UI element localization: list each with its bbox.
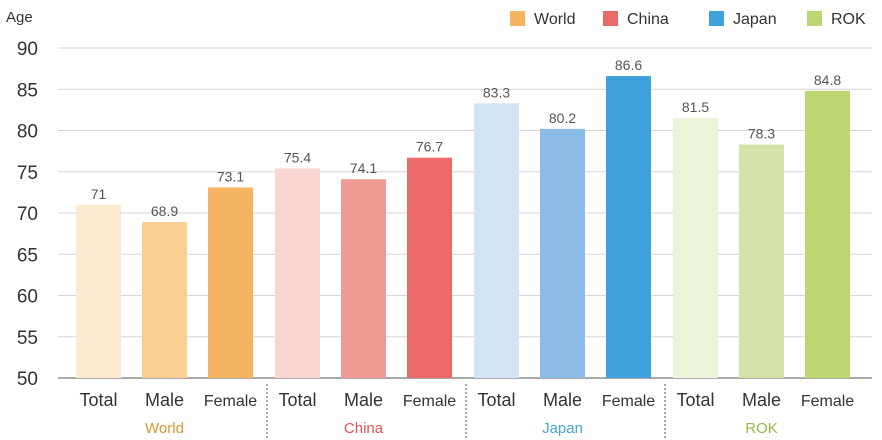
legend-label-rok: ROK — [831, 11, 866, 28]
bar-world-male — [142, 222, 187, 378]
x-category-label: Total — [79, 390, 117, 410]
x-category-label: Male — [543, 390, 582, 410]
legend-swatch-china — [603, 11, 618, 26]
data-label: 75.4 — [284, 149, 311, 165]
y-tick-label: 60 — [17, 287, 38, 308]
bar-japan-total — [474, 103, 519, 379]
data-label: 83.3 — [483, 84, 510, 100]
x-category-label: Male — [344, 390, 383, 410]
y-tick-labels: 50 55 60 65 70 75 80 85 90 — [17, 39, 38, 390]
bar-japan-male — [540, 128, 585, 378]
x-category-label: Female — [602, 393, 655, 410]
legend-swatch-world — [510, 11, 525, 26]
bar-world-female — [208, 187, 253, 378]
group-label-world: World — [145, 420, 184, 437]
bar-china-total — [275, 168, 320, 378]
data-label: 86.6 — [615, 57, 642, 73]
y-tick-label: 55 — [17, 328, 38, 349]
data-label: 76.7 — [416, 139, 443, 155]
bar-rok-male — [739, 144, 784, 378]
data-label: 73.1 — [217, 168, 244, 184]
legend-label-world: World — [534, 11, 576, 28]
x-category-label: Female — [403, 393, 456, 410]
group-label-china: China — [344, 420, 384, 437]
group-separators — [266, 384, 666, 440]
y-tick-label: 75 — [17, 163, 38, 184]
group-labels: World China Japan ROK — [145, 420, 778, 437]
y-tick-label: 85 — [17, 80, 38, 101]
x-category-label: Male — [742, 390, 781, 410]
bar-world-total — [76, 204, 121, 378]
x-category-labels: Total Male Female Total Male Female Total Male F… — [79, 390, 854, 410]
data-label: 74.1 — [350, 160, 377, 176]
y-tick-label: 65 — [17, 245, 38, 266]
legend: World China Japan ROK — [510, 11, 866, 28]
bar-rok-female — [805, 90, 850, 379]
x-category-label: Total — [278, 390, 316, 410]
data-label: 81.5 — [682, 99, 709, 115]
group-label-japan: Japan — [542, 420, 583, 437]
gridlines — [58, 47, 872, 379]
data-label: 80.2 — [549, 110, 576, 126]
x-category-label: Male — [145, 390, 184, 410]
bar-china-male — [341, 179, 386, 378]
legend-swatch-japan — [709, 11, 724, 26]
y-axis-label: Age — [6, 9, 33, 26]
data-label: 68.9 — [151, 203, 178, 219]
data-labels: 71 68.9 73.1 75.4 74.1 76.7 83.3 80.2 86.6 81.5 78… — [91, 57, 842, 219]
legend-swatch-rok — [807, 11, 822, 26]
y-tick-label: 90 — [17, 39, 38, 60]
bar-china-female — [407, 157, 452, 378]
x-category-label: Female — [801, 393, 854, 410]
data-label: 78.3 — [748, 126, 775, 142]
legend-label-japan: Japan — [733, 11, 777, 28]
y-tick-label: 80 — [17, 122, 38, 143]
group-label-rok: ROK — [745, 420, 778, 437]
bar-japan-female — [606, 76, 651, 379]
data-label: 84.8 — [814, 72, 841, 88]
x-category-label: Female — [204, 393, 257, 410]
y-tick-label: 50 — [17, 369, 38, 390]
x-category-label: Total — [676, 390, 714, 410]
x-category-label: Total — [477, 390, 515, 410]
bar-rok-total — [673, 118, 718, 378]
bars — [76, 76, 850, 379]
data-label: 71 — [91, 186, 107, 202]
legend-label-china: China — [627, 11, 669, 28]
y-tick-label: 70 — [17, 204, 38, 225]
